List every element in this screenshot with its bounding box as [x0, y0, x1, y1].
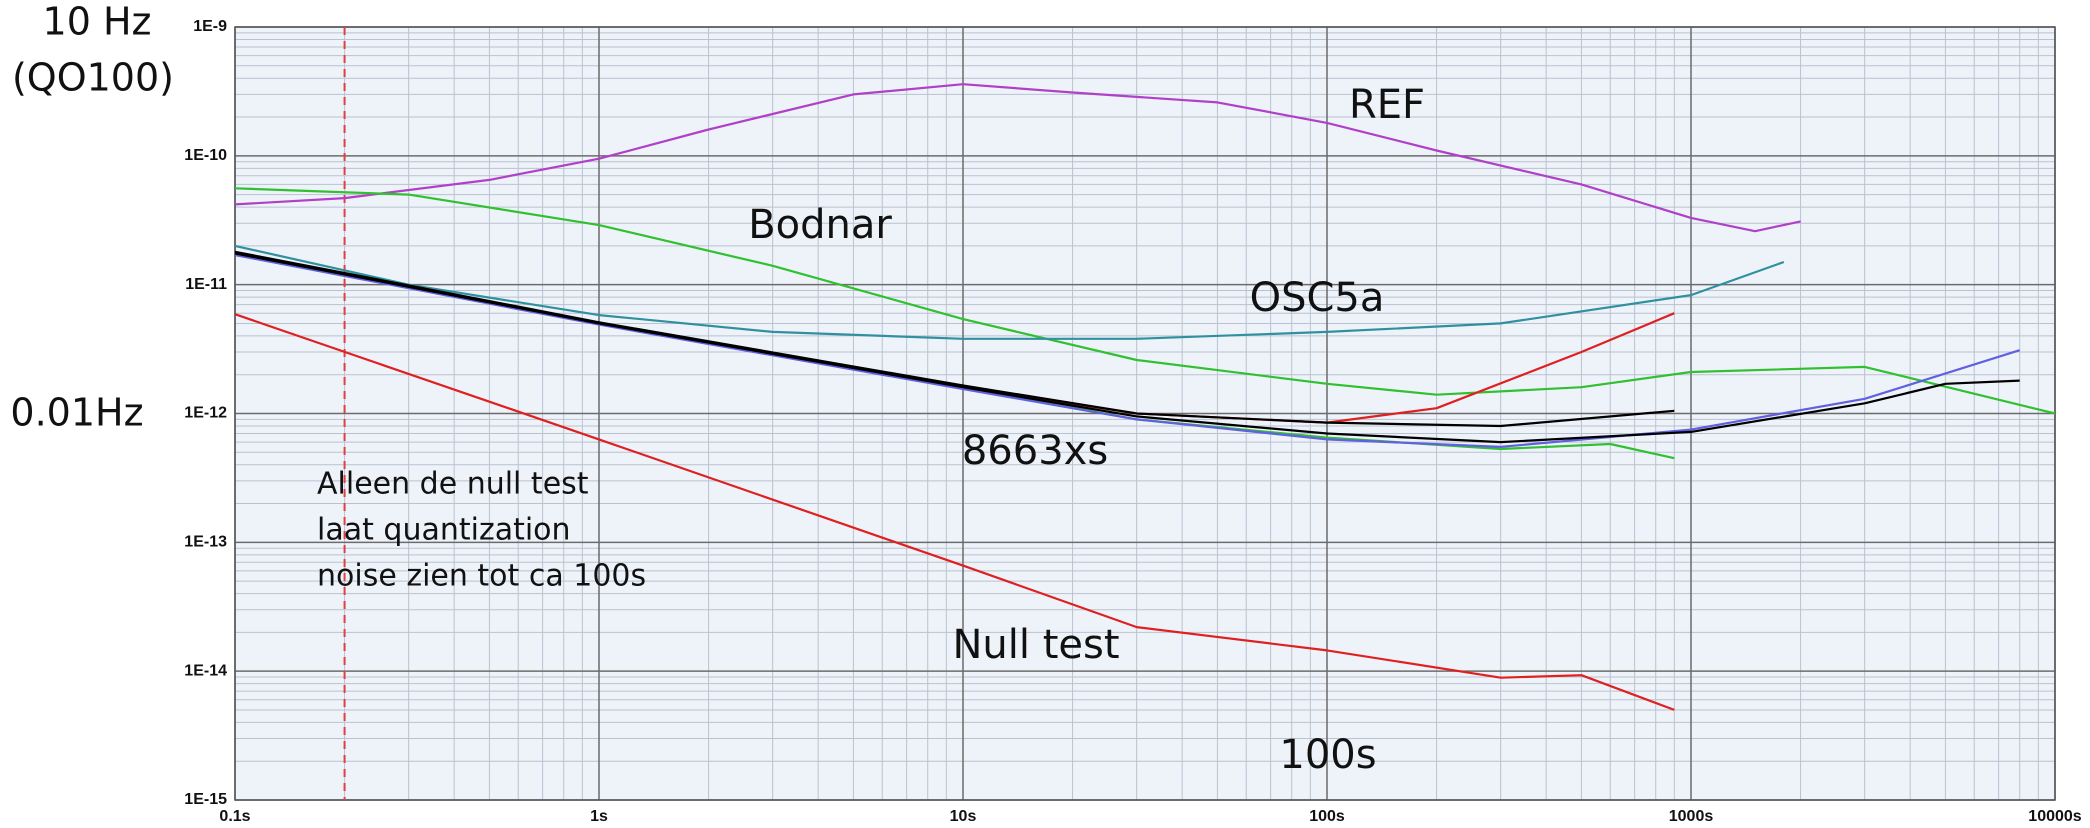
series-line: [234, 253, 2021, 448]
annotation: REF: [1349, 82, 1425, 128]
annotation: Null test: [952, 622, 1119, 668]
y-tick-label: 1E-11: [185, 276, 227, 293]
y-tick-label: 1E-9: [193, 18, 227, 35]
series-line: [234, 187, 2056, 415]
note-line: noise zien tot ca 100s: [317, 559, 646, 594]
y-tick-label: 1E-13: [184, 534, 227, 551]
series-line: [234, 252, 2020, 444]
side-label: (QO100): [12, 56, 174, 100]
series-line: [234, 244, 1785, 340]
x-tick-label: 10000s: [2028, 808, 2081, 825]
y-tick-label: 1E-12: [184, 405, 227, 422]
side-label: 0.01Hz: [10, 391, 143, 435]
annotation: OSC5a: [1250, 275, 1385, 321]
annotation: Bodnar: [748, 202, 892, 248]
series-line: [234, 83, 1801, 233]
side-label: 10 Hz: [43, 0, 152, 44]
x-tick-label: 1s: [590, 808, 608, 825]
note-line: Alleen de null test: [317, 467, 589, 502]
annotation: 8663xs: [962, 428, 1108, 474]
y-tick-label: 1E-14: [184, 662, 227, 679]
y-tick-label: 1E-10: [184, 147, 227, 164]
x-tick-label: 10s: [950, 808, 977, 825]
annotation: 100s: [1279, 732, 1376, 778]
note-line: laat quantization: [317, 513, 571, 548]
y-tick-label: 1E-15: [184, 791, 227, 808]
x-tick-label: 1000s: [1669, 808, 1714, 825]
series-line: [234, 313, 1675, 711]
x-tick-label: 100s: [1309, 808, 1345, 825]
x-tick-label: 0.1s: [219, 808, 250, 825]
